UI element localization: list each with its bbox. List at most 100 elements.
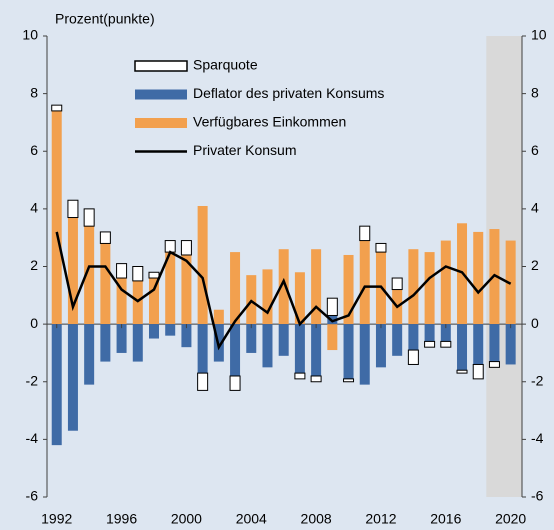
- legend-swatch: [135, 118, 187, 128]
- y-tick-label: -4: [26, 430, 39, 446]
- bar-segment: [230, 324, 241, 376]
- y-tick-label: 6: [30, 142, 38, 158]
- y-tick-label: 0: [30, 315, 38, 331]
- y2-tick-label: 8: [531, 84, 539, 100]
- x-tick-label: 1996: [106, 511, 137, 527]
- y-tick-label: 4: [30, 200, 38, 216]
- y-axis-label: Prozent(punkte): [55, 11, 155, 27]
- bar-segment: [278, 324, 289, 356]
- bar-segment: [375, 242, 387, 253]
- bar-segment: [180, 240, 192, 256]
- bar-segment: [294, 324, 305, 374]
- bar-segment: [132, 324, 143, 362]
- bar-segment: [473, 231, 484, 325]
- bar-segment: [165, 324, 176, 336]
- bar-segment: [392, 324, 403, 356]
- x-tick-label: 2016: [430, 511, 461, 527]
- bar-segment: [84, 226, 95, 325]
- bar-segment: [51, 324, 62, 446]
- bar-segment: [311, 249, 322, 325]
- x-tick-label: 1992: [41, 511, 72, 527]
- bar-segment: [100, 324, 111, 362]
- bar-segment: [294, 272, 305, 325]
- legend-label: Verfügbares Einkommen: [193, 114, 346, 130]
- bar-segment: [359, 324, 370, 385]
- bar-segment: [343, 324, 354, 379]
- bar-segment: [67, 217, 78, 325]
- y-tick-label: -2: [26, 372, 39, 388]
- bar-segment: [407, 349, 419, 365]
- bar-segment: [278, 249, 289, 325]
- bar-segment: [132, 266, 144, 282]
- x-tick-label: 2000: [171, 511, 202, 527]
- legend-label: Sparquote: [193, 57, 258, 73]
- bar-segment: [181, 254, 192, 325]
- bar-segment: [408, 249, 419, 325]
- bar-segment: [99, 231, 111, 244]
- bar-segment: [488, 361, 500, 368]
- bar-segment: [116, 324, 127, 353]
- bar-segment: [83, 208, 95, 227]
- bar-segment: [489, 324, 500, 362]
- legend-label: Privater Konsum: [193, 142, 296, 158]
- line: [55, 231, 512, 351]
- x-tick-label: 2012: [365, 511, 396, 527]
- bar-segment: [456, 369, 468, 374]
- y2-tick-label: 6: [531, 142, 539, 158]
- bar-segment: [148, 278, 159, 325]
- x-tick-label: 2020: [495, 511, 526, 527]
- x-tick-label: 2004: [236, 511, 267, 527]
- bar-segment: [165, 252, 176, 325]
- bar-segment: [197, 205, 208, 325]
- bar-segment: [67, 324, 78, 431]
- bar-segment: [359, 225, 371, 242]
- bar-segment: [440, 340, 452, 348]
- legend-swatch: [134, 60, 188, 72]
- y-tick-label: 8: [30, 84, 38, 100]
- bar-segment: [116, 278, 127, 325]
- bar-segment: [67, 199, 79, 219]
- y-tick-label: -6: [26, 488, 39, 504]
- bar-segment: [148, 324, 159, 339]
- bar-segment: [164, 240, 176, 253]
- y2-tick-label: -2: [531, 372, 544, 388]
- bar-segment: [197, 324, 208, 374]
- bar-segment: [408, 324, 419, 351]
- bar-segment: [148, 271, 160, 279]
- bar-segment: [505, 324, 516, 365]
- bar-segment: [391, 277, 403, 291]
- y-tick-label: 10: [22, 27, 38, 43]
- bar-segment: [327, 324, 338, 351]
- bar-segment: [116, 263, 128, 279]
- y2-tick-label: 4: [531, 200, 539, 216]
- bar-segment: [51, 104, 63, 112]
- bar-segment: [343, 254, 354, 325]
- bar-segment: [424, 252, 435, 325]
- bar-segment: [294, 372, 306, 380]
- bar-segment: [457, 324, 468, 371]
- bar-segment: [472, 363, 484, 380]
- bar-segment: [246, 324, 257, 353]
- bar-segment: [359, 240, 370, 325]
- bar-segment: [473, 324, 484, 365]
- y2-tick-label: 2: [531, 257, 539, 273]
- bar-segment: [181, 324, 192, 348]
- bar-segment: [197, 372, 209, 391]
- bar-segment: [440, 240, 451, 325]
- bar-segment: [424, 324, 435, 342]
- bar-segment: [100, 243, 111, 325]
- bar-segment: [311, 324, 322, 376]
- y2-tick-label: 10: [531, 27, 547, 43]
- y2-tick-label: 0: [531, 315, 539, 331]
- bar-segment: [505, 240, 516, 325]
- bar-segment: [326, 297, 338, 316]
- bar-segment: [84, 324, 95, 385]
- bar-segment: [310, 375, 322, 383]
- bar-segment: [229, 375, 241, 391]
- y-tick-label: 2: [30, 257, 38, 273]
- bar-segment: [262, 269, 273, 325]
- x-tick-label: 2008: [301, 511, 332, 527]
- legend-swatch: [135, 89, 187, 100]
- bar-segment: [262, 324, 273, 368]
